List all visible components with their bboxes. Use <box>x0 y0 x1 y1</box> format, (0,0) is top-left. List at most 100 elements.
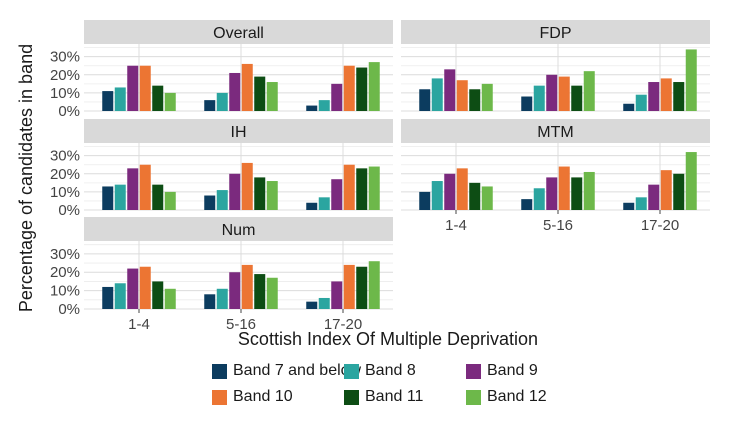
bar-mtm-0-3 <box>456 168 468 210</box>
bar-overall-0-3 <box>139 65 151 111</box>
bar-fdp-2-0 <box>623 103 635 111</box>
bar-overall-1-1 <box>216 92 228 111</box>
legend-swatch <box>212 363 227 379</box>
y-tick-label: 20% <box>50 166 80 183</box>
bar-num-2-1 <box>318 297 330 309</box>
legend-swatch <box>344 389 359 405</box>
legend-item: Band 11 <box>344 388 423 406</box>
bar-ih-2-0 <box>306 202 318 210</box>
bar-overall-0-2 <box>127 65 139 111</box>
bar-mtm-2-4 <box>673 173 685 210</box>
bar-num-2-3 <box>343 264 355 309</box>
panel-overall: Overall 0%10%20%30% <box>50 20 393 120</box>
panel-title: FDP <box>540 25 572 42</box>
legend: Band 7 and below Band 8 Band 9 Band 10 Band … <box>212 362 592 422</box>
legend-item: Band 12 <box>466 388 547 406</box>
bar-ih-2-4 <box>356 168 368 210</box>
bar-fdp-0-3 <box>456 80 468 111</box>
bar-num-1-4 <box>254 274 266 309</box>
bar-fdp-0-5 <box>481 83 493 111</box>
bar-fdp-0-4 <box>469 89 481 111</box>
bar-num-2-0 <box>306 301 318 309</box>
legend-item: Band 8 <box>344 362 416 380</box>
bar-ih-1-3 <box>241 162 253 210</box>
bar-num-2-2 <box>331 281 343 309</box>
panel-mtm: MTM 1-4 5-16 17-20 <box>401 119 710 234</box>
bar-overall-2-5 <box>368 62 380 111</box>
legend-item: Band 7 and below <box>212 362 361 380</box>
bar-ih-0-0 <box>102 186 114 210</box>
legend-label: Band 7 and below <box>233 362 362 379</box>
bar-fdp-1-2 <box>546 74 558 111</box>
panel-num: Num 0%10% 20%30% 1-4 5-16 17-20 <box>50 217 393 333</box>
faceted-bar-chart: Overall0%10%20%30%FDPIH0%10%20%30%MTM1-4… <box>16 20 710 349</box>
panel-title: IH <box>231 124 247 141</box>
bar-ih-0-2 <box>127 168 139 210</box>
panel-ih: IH 0%10%20%30% <box>50 119 393 219</box>
bar-overall-0-0 <box>102 91 114 111</box>
legend-label: Band 10 <box>233 388 293 405</box>
bar-num-0-2 <box>127 268 139 309</box>
bar-overall-2-2 <box>331 83 343 111</box>
bar-mtm-0-0 <box>419 191 431 210</box>
x-tick-label: 1-4 <box>445 217 467 234</box>
bar-fdp-1-3 <box>558 76 570 111</box>
bar-ih-2-5 <box>368 166 380 210</box>
bar-num-1-0 <box>204 294 216 309</box>
x-axis-label: Scottish Index Of Multiple Deprivation <box>238 329 538 349</box>
bar-num-2-5 <box>368 261 380 309</box>
bar-ih-1-0 <box>204 195 216 210</box>
bar-fdp-0-0 <box>419 89 431 111</box>
bar-num-0-3 <box>139 266 151 309</box>
panel-title: Num <box>222 222 256 239</box>
y-tick-label: 10% <box>50 184 80 201</box>
bar-num-0-5 <box>164 288 176 309</box>
bar-mtm-2-1 <box>635 197 647 210</box>
bar-ih-1-1 <box>216 190 228 210</box>
bar-mtm-2-5 <box>685 152 697 210</box>
panel-strip <box>84 20 393 44</box>
bar-overall-1-2 <box>229 72 241 111</box>
bar-fdp-0-1 <box>431 78 443 111</box>
panel-title: MTM <box>537 124 573 141</box>
panel-strip <box>401 20 710 44</box>
bar-fdp-2-5 <box>685 49 697 111</box>
bar-overall-2-1 <box>318 100 330 111</box>
x-tick-label: 5-16 <box>543 217 573 234</box>
legend-label: Band 8 <box>365 362 416 379</box>
bar-overall-0-5 <box>164 92 176 111</box>
x-tick-label: 17-20 <box>324 316 362 333</box>
bar-mtm-2-0 <box>623 202 635 210</box>
bar-ih-2-3 <box>343 164 355 210</box>
legend-swatch <box>466 389 481 405</box>
bar-ih-0-5 <box>164 191 176 210</box>
legend-label: Band 12 <box>487 388 547 405</box>
y-tick-label: 0% <box>58 202 80 219</box>
bar-num-1-3 <box>241 264 253 309</box>
bar-overall-2-4 <box>356 67 368 111</box>
bar-num-0-0 <box>102 286 114 309</box>
bar-mtm-0-5 <box>481 186 493 210</box>
legend-swatch <box>212 389 227 405</box>
y-tick-label: 30% <box>50 49 80 66</box>
bar-num-0-1 <box>114 283 126 309</box>
bar-mtm-1-4 <box>571 177 583 210</box>
bar-ih-0-4 <box>152 184 164 210</box>
bar-fdp-1-1 <box>533 85 545 111</box>
bar-num-1-1 <box>216 288 228 309</box>
bar-mtm-2-2 <box>648 184 660 210</box>
bar-mtm-2-3 <box>660 170 672 210</box>
bar-fdp-1-5 <box>583 71 595 111</box>
bar-mtm-0-2 <box>444 173 456 210</box>
bar-overall-0-1 <box>114 87 126 111</box>
y-tick-label: 30% <box>50 148 80 165</box>
bar-mtm-1-0 <box>521 199 533 210</box>
bar-num-0-4 <box>152 281 164 309</box>
bar-ih-0-3 <box>139 164 151 210</box>
y-tick-label: 10% <box>50 283 80 300</box>
bar-ih-1-5 <box>266 181 278 210</box>
y-tick-label: 10% <box>50 85 80 102</box>
y-tick-label: 20% <box>50 264 80 281</box>
legend-label: Band 9 <box>487 362 538 379</box>
bar-num-1-2 <box>229 272 241 309</box>
